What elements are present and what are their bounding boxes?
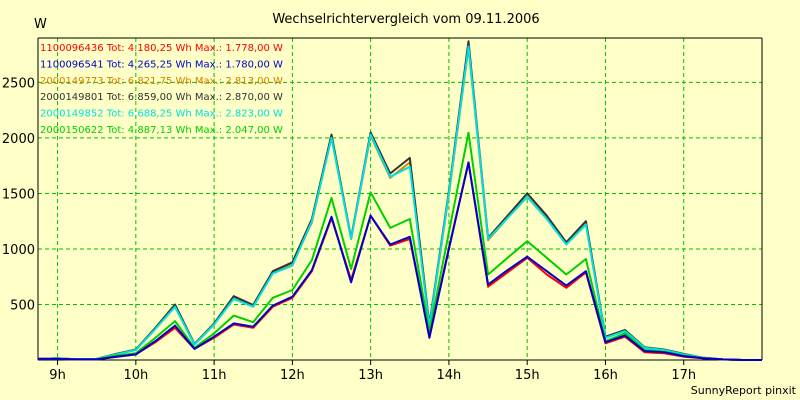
y-tick-label: 500 — [10, 298, 35, 313]
x-tick-label: 12h — [280, 368, 305, 383]
y-tick-label: 2500 — [2, 76, 35, 91]
x-tick-label: 16h — [593, 368, 618, 383]
x-tick-label: 14h — [437, 368, 462, 383]
x-tick-label: 13h — [358, 368, 383, 383]
legend-entry: 1100096436 Tot: 4.180,25 Wh Max.: 1.778,… — [40, 43, 283, 54]
chart-title: Wechselrichtervergleich vom 09.11.2006 — [272, 12, 539, 27]
legend-entry: 2000149801 Tot: 6.859,00 Wh Max.: 2.870,… — [40, 92, 283, 103]
x-tick-label: 9h — [49, 368, 66, 383]
x-tick-label: 15h — [515, 368, 540, 383]
x-tick-label: 17h — [671, 368, 696, 383]
legend-entry: 2000150622 Tot: 4.887,13 Wh Max.: 2.047,… — [40, 125, 283, 136]
series-line-6 — [38, 131, 762, 361]
y-tick-label: 1000 — [2, 243, 35, 258]
axes: 500 1000 1500 2000 2500 9h 10h 11h 12h 13h 14h 15h 1… — [2, 37, 763, 383]
legend-entry: 2000149773 Tot: 6.821,75 Wh Max.: 2.813,… — [40, 76, 283, 87]
grid — [38, 38, 762, 360]
x-tick-label: 11h — [202, 368, 227, 383]
y-tick-label: 1500 — [2, 187, 35, 202]
series-line-1 — [38, 161, 762, 361]
y-tick-label: 2000 — [2, 132, 35, 147]
series-line-5 — [37, 45, 762, 361]
x-tick-label: 10h — [123, 368, 148, 383]
series-line-2 — [38, 161, 762, 361]
legend: 1100096436 Tot: 4.180,25 Wh Max.: 1.778,… — [40, 43, 283, 136]
series-line-4 — [37, 40, 762, 361]
series-lines — [37, 40, 762, 361]
legend-entry: 2000149852 Tot: 6.688,25 Wh Max.: 2.823,… — [40, 109, 283, 120]
y-axis-label: W — [34, 17, 47, 32]
footer-credit: SunnyReport pinxit — [691, 384, 797, 397]
legend-entry: 1100096541 Tot: 4.265,25 Wh Max.: 1.780,… — [40, 59, 283, 70]
